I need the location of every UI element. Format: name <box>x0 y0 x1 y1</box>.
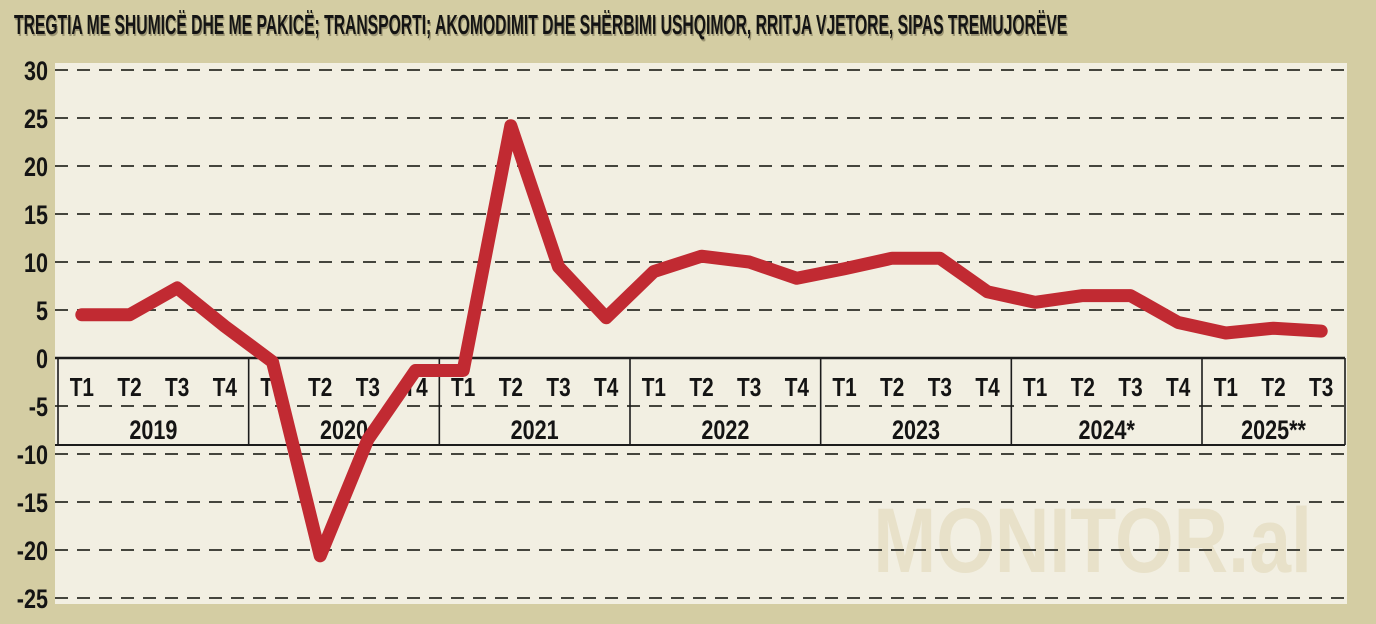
year-label: 2022 <box>701 416 749 446</box>
quarter-label: T2 <box>1071 373 1095 402</box>
quarter-label: T3 <box>1118 373 1142 402</box>
quarter-label: T2 <box>689 373 713 402</box>
y-tick-label: -25 <box>17 585 48 615</box>
y-tick-label: -5 <box>29 393 48 423</box>
y-tick-label: -20 <box>17 537 48 567</box>
year-label: 2025** <box>1241 416 1306 446</box>
quarter-label: T3 <box>928 373 952 402</box>
year-label: 2019 <box>129 416 177 446</box>
quarter-label: T3 <box>546 373 570 402</box>
quarter-label: T4 <box>975 373 999 402</box>
quarter-label: T1 <box>1214 373 1238 402</box>
quarter-label: T1 <box>1023 373 1047 402</box>
plot-area <box>55 63 1347 604</box>
y-tick-label: 20 <box>24 153 48 183</box>
quarter-label: T1 <box>70 373 94 402</box>
year-label: 2024* <box>1078 416 1135 446</box>
series-line <box>75 119 1328 563</box>
quarter-label: T2 <box>499 373 523 402</box>
y-tick-label: -15 <box>17 489 48 519</box>
quarter-label: T4 <box>213 373 237 402</box>
quarter-label: T1 <box>642 373 666 402</box>
chart-title: TREGTIA ME SHUMICË DHE ME PAKICË; TRANSP… <box>14 9 1068 40</box>
quarter-label: T4 <box>594 373 618 402</box>
gridlines <box>55 69 1345 599</box>
quarter-label: T3 <box>1309 373 1333 402</box>
quarter-label: T4 <box>785 373 809 402</box>
watermark: MONITOR.al <box>873 489 1312 592</box>
y-tick-label: 5 <box>36 297 48 327</box>
quarter-label: T4 <box>1166 373 1190 402</box>
quarter-label: T3 <box>165 373 189 402</box>
y-tick-label: -10 <box>17 441 48 471</box>
quarter-label: T2 <box>117 373 141 402</box>
year-label: 2023 <box>892 416 940 446</box>
quarter-label: T1 <box>451 373 475 402</box>
quarter-label: T1 <box>832 373 856 402</box>
quarter-label: T3 <box>356 373 380 402</box>
quarter-label: T2 <box>1261 373 1285 402</box>
y-tick-label: 25 <box>24 105 48 135</box>
quarter-label: T2 <box>308 373 332 402</box>
y-tick-label: 0 <box>36 345 48 375</box>
year-label: 2020 <box>320 416 368 446</box>
quarter-label: T3 <box>737 373 761 402</box>
y-axis-labels: 30 25 20 15 10 5 0 -5 -10 -15 -20 -25 <box>17 57 48 615</box>
y-tick-label: 30 <box>24 57 48 87</box>
quarter-label: T2 <box>880 373 904 402</box>
year-label: 2021 <box>511 416 559 446</box>
y-tick-label: 15 <box>24 201 48 231</box>
y-tick-label: 10 <box>24 249 48 279</box>
